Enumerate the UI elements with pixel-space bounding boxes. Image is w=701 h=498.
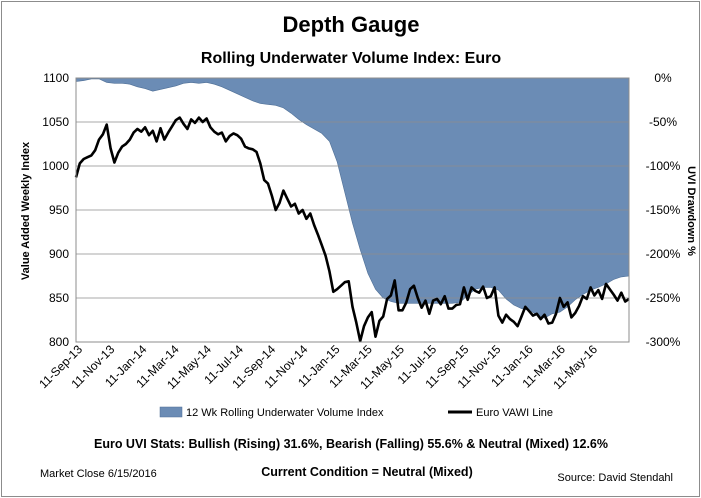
left-axis-label: Value Added Weekly Index (20, 141, 32, 280)
current-condition-text: Current Condition = Neutral (Mixed) (261, 465, 472, 479)
right-tick-label: -200% (646, 247, 681, 261)
right-tick-label: -100% (646, 159, 681, 173)
right-axis-label: UVI Drawdown % (685, 166, 697, 256)
right-tick-label: -300% (646, 335, 681, 349)
area-layer (75, 77, 630, 319)
legend-label-line: Euro VAWI Line (476, 407, 553, 419)
left-tick-label: 800 (49, 335, 69, 349)
left-tick-label: 1000 (42, 159, 69, 173)
left-tick-label: 950 (49, 203, 69, 217)
left-tick-label: 1100 (43, 71, 69, 85)
right-axis-ticks: 0% -50% -100% -150% -200% -250% -300% (646, 71, 681, 349)
legend-swatch-area (159, 406, 183, 418)
market-close-text: Market Close 6/15/2016 (40, 468, 157, 480)
legend-label-area: 12 Wk Rolling Underwater Volume Index (186, 407, 384, 419)
right-tick-label: -50% (649, 115, 677, 129)
legend: 12 Wk Rolling Underwater Volume Index Eu… (159, 406, 553, 419)
left-tick-label: 850 (49, 291, 69, 305)
series-line-vawi (74, 116, 630, 343)
series-area-uvi (75, 77, 630, 319)
left-tick-label: 1050 (42, 115, 69, 129)
left-tick-label: 900 (49, 247, 69, 261)
source-text: Source: David Stendahl (557, 472, 673, 484)
right-tick-label: -150% (646, 203, 681, 217)
line-layer (74, 116, 630, 343)
right-tick-label: -250% (646, 291, 681, 305)
chart-title: Depth Gauge (283, 12, 420, 37)
left-axis-ticks: 1100 1050 1000 950 900 850 800 (42, 71, 69, 349)
chart-subtitle: Rolling Underwater Volume Index: Euro (201, 50, 501, 67)
right-tick-label: 0% (654, 71, 672, 85)
plot-border (75, 77, 630, 343)
x-axis-ticks: 11-Sep-1311-Nov-1311-Jan-1411-Mar-1411-M… (36, 342, 600, 392)
uvi-stats-text: Euro UVI Stats: Bullish (Rising) 31.6%, … (94, 437, 608, 451)
